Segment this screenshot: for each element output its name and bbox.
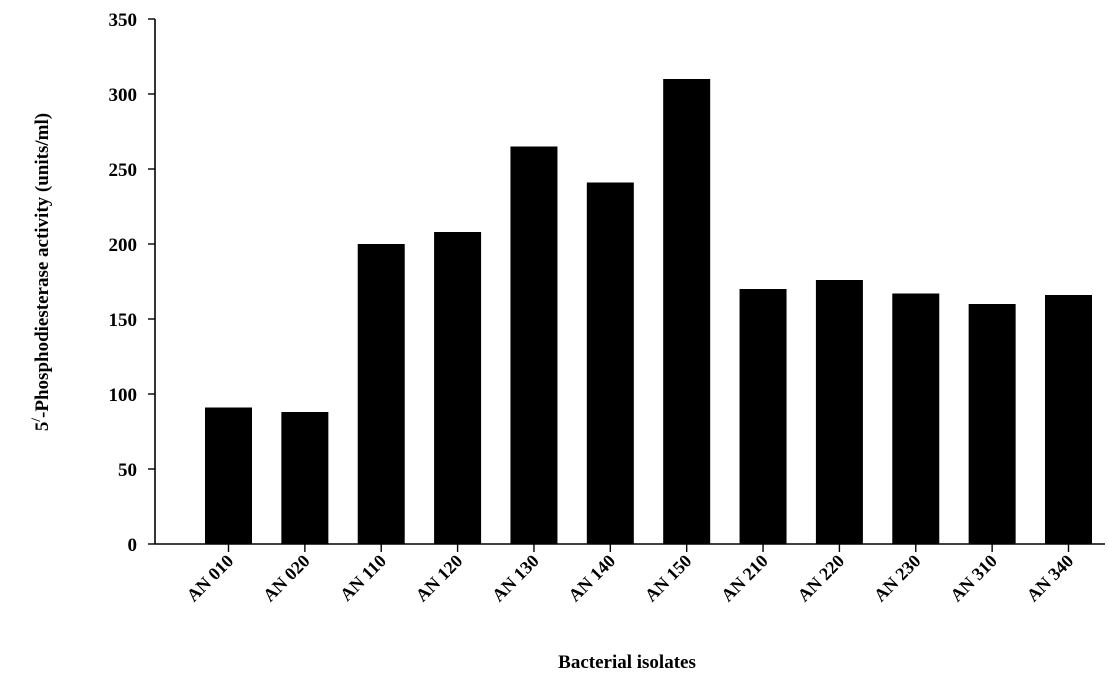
bar	[434, 232, 482, 544]
x-tick-label: AN 340	[1023, 551, 1078, 606]
x-axis-title: Bacterial isolates	[558, 652, 696, 673]
y-axis-title: 5/-Phosphodiesterase activity (units/ml)	[28, 113, 53, 431]
bar	[586, 182, 634, 544]
x-tick-label: AN 020	[259, 551, 314, 606]
x-tick-label: AN 150	[641, 551, 696, 606]
y-tick-label: 150	[109, 310, 138, 331]
bar	[815, 280, 863, 544]
y-tick-label: 350	[109, 10, 138, 31]
bar	[357, 244, 405, 544]
x-tick-label: AN 230	[870, 551, 925, 606]
bar	[205, 407, 252, 544]
x-tick-label: AN 120	[412, 551, 467, 606]
y-tick-label: 200	[109, 235, 138, 256]
y-tick-label: 300	[109, 85, 138, 106]
bar	[663, 79, 711, 544]
y-tick-label: 50	[118, 460, 137, 481]
x-tick-label: AN 220	[793, 551, 848, 606]
y-tick-label: 250	[109, 160, 138, 181]
x-tick-label: AN 140	[564, 551, 619, 606]
bar	[510, 146, 558, 544]
y-tick-label: 100	[109, 385, 138, 406]
y-axis-title-prefix: 5	[32, 422, 53, 432]
bar	[281, 412, 329, 544]
bar	[892, 293, 940, 544]
bar	[1045, 295, 1092, 544]
y-axis: 0 50 100 150 200 250 300 350	[109, 10, 156, 556]
y-axis-title-main: -Phosphodiesterase activity (units/ml)	[32, 113, 53, 418]
plot-area	[205, 79, 1092, 544]
y-axis-title-superscript: /	[28, 418, 43, 423]
x-tick-label: AN 110	[336, 551, 390, 605]
y-tick-label: 0	[128, 535, 138, 556]
x-tick-label: AN 010	[183, 551, 238, 606]
bar	[739, 289, 787, 544]
x-axis: AN 010 AN 020 AN 110 AN 120 AN 130 AN 140 AN 1…	[155, 543, 1105, 606]
x-tick-label: AN 210	[717, 551, 772, 606]
x-tick-label: AN 310	[946, 551, 1001, 606]
x-tick-label: AN 130	[488, 551, 543, 606]
bar	[968, 304, 1016, 544]
